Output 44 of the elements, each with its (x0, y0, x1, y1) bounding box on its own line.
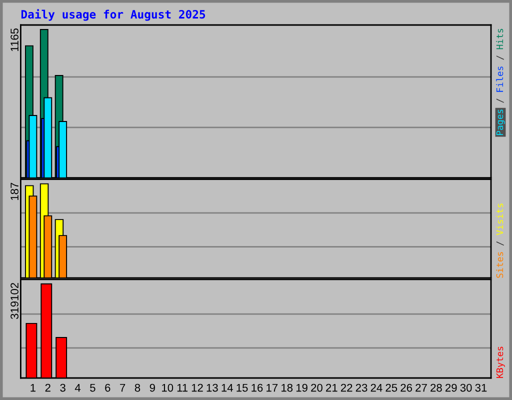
x-tick-label: 16 (252, 384, 263, 392)
x-tick-label: 23 (356, 384, 368, 392)
x-tick-label: 24 (370, 384, 382, 392)
chart-title: Daily usage for August 2025 (21, 9, 206, 21)
y-axis-title: 187 (10, 182, 18, 200)
text: Pages (496, 110, 505, 136)
text: / (496, 98, 504, 103)
text: Hits (496, 28, 504, 50)
x-tick-label: 9 (150, 384, 155, 392)
text: KBytes (496, 346, 505, 378)
x-tick-label: 12 (192, 384, 203, 392)
text: / (496, 241, 504, 246)
x-tick-label: 30 (460, 384, 472, 392)
x-tick-label: 13 (206, 384, 218, 392)
x-tick-label: 5 (90, 384, 96, 392)
x-tick-label: 8 (134, 384, 140, 392)
x-tick-label: 3 (60, 384, 66, 392)
x-tick-label: 1 (30, 384, 36, 392)
text: Visits (496, 204, 504, 236)
x-tick-label: 10 (162, 384, 174, 392)
x-tick-label: 6 (105, 384, 110, 392)
text: Sites (496, 252, 504, 278)
x-tick-label: 31 (475, 384, 487, 392)
x-tick-label: 28 (430, 384, 442, 392)
text: Files (496, 66, 504, 92)
x-tick-label: 2 (45, 384, 50, 392)
x-tick-label: 26 (400, 384, 412, 392)
x-tick-label: 11 (177, 384, 188, 392)
x-tick-label: 25 (386, 384, 398, 392)
x-tick-label: 18 (282, 384, 293, 392)
x-tick-label: 15 (236, 384, 248, 392)
y-axis-title: 319102 (10, 282, 18, 320)
x-tick-label: 21 (326, 384, 338, 392)
x-tick-label: 29 (446, 384, 457, 392)
x-tick-label: 14 (222, 384, 233, 392)
x-tick-label: 27 (416, 384, 427, 392)
y-axis-title: 1165 (10, 28, 18, 52)
text: / (496, 56, 504, 60)
x-tick-label: 17 (266, 384, 278, 392)
x-tick-label: 19 (296, 384, 308, 392)
x-tick-label: 7 (120, 384, 126, 392)
x-tick-label: 22 (340, 384, 352, 392)
x-tick-label: 20 (311, 384, 322, 392)
x-tick-label: 4 (74, 384, 81, 392)
